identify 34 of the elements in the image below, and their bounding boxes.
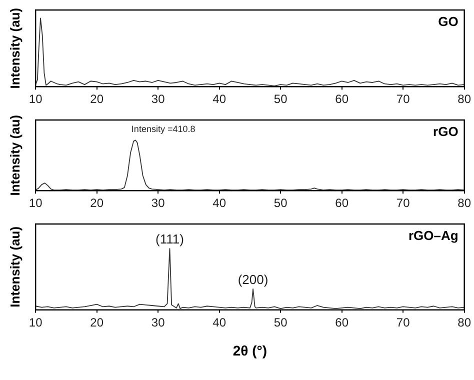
x-tick-label: 70 <box>396 92 410 106</box>
x-tick-label: 70 <box>396 196 410 210</box>
text: rGO <box>433 124 458 140</box>
x-tick-label: 70 <box>396 315 410 330</box>
x-tick-label: 10 <box>28 196 43 210</box>
x-tick-label: 30 <box>151 315 166 330</box>
x-tick-label: 40 <box>212 92 226 106</box>
annotation: (111) <box>156 232 184 247</box>
annotation: (200) <box>238 272 268 288</box>
x-tick-label: 20 <box>90 196 104 210</box>
x-tick-label: 20 <box>90 315 104 330</box>
y-axis-title: Intensity (au) <box>7 8 22 89</box>
x-tick-label: 40 <box>212 196 226 210</box>
x-tick-label: 30 <box>151 92 166 106</box>
x-tick-label: 10 <box>28 92 43 106</box>
x-tick-label: 60 <box>335 315 349 330</box>
x-tick-label: 50 <box>274 315 288 330</box>
x-tick-label: 50 <box>274 92 288 106</box>
x-axis-title: 2θ (°) <box>232 342 268 358</box>
x-tick-label: 40 <box>212 315 226 330</box>
x-tick-label: 20 <box>90 92 104 106</box>
x-tick-label: 80 <box>458 315 472 330</box>
x-tick-label: 10 <box>28 315 43 330</box>
annotation: Intensity =410.8 <box>131 124 196 134</box>
x-tick-label: 60 <box>335 92 349 106</box>
x-tick-label: 50 <box>274 196 288 210</box>
x-tick-label: 30 <box>151 196 166 210</box>
x-tick-label: 80 <box>458 92 472 106</box>
y-axis-title: Intensity (au) <box>7 226 22 308</box>
x-tick-label: 80 <box>458 196 472 210</box>
x-tick-label: 60 <box>335 196 349 210</box>
text: GO <box>438 14 458 30</box>
y-axis-title: Intensity (au) <box>7 114 22 196</box>
text: rGO–Ag <box>408 228 458 244</box>
